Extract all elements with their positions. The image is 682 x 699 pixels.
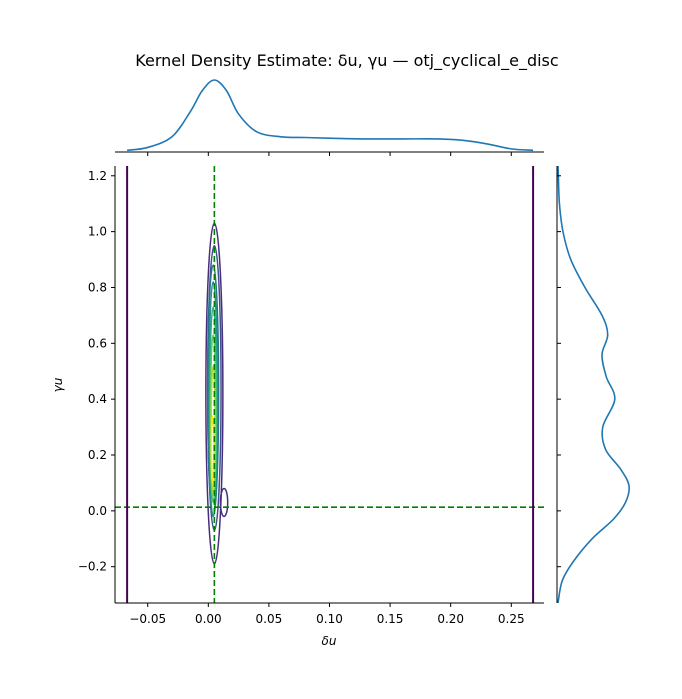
x-tick-label: 0.20 — [437, 612, 464, 626]
y-tick-label: 0.2 — [88, 448, 107, 462]
marginal-x-density-curve — [127, 79, 534, 152]
chart-title: Kernel Density Estimate: δu, γu — otj_cy… — [135, 51, 558, 71]
marginal-y-panel — [556, 165, 630, 604]
reference-lines — [115, 166, 544, 603]
x-tick-label: 0.00 — [195, 612, 222, 626]
y-axis-label: γu — [51, 377, 65, 392]
y-tick-label: 0.8 — [88, 280, 107, 294]
marginal-x-panel — [115, 79, 544, 156]
y-tick-label: −0.2 — [78, 560, 107, 574]
x-tick-label: 0.10 — [316, 612, 343, 626]
y-tick-label: 0.4 — [88, 392, 107, 406]
kde-contour-level-4 — [208, 281, 219, 518]
x-tick-label: 0.15 — [377, 612, 404, 626]
marginal-y-density-curve — [557, 165, 630, 604]
y-tick-label: 1.2 — [88, 169, 107, 183]
y-tick-label: 1.0 — [88, 225, 107, 239]
x-tick-label: 0.25 — [498, 612, 525, 626]
y-axis-ticks: −0.2 0.0 0.2 0.4 0.6 0.8 1.0 1.2 — [78, 169, 115, 574]
y-tick-label: 0.6 — [88, 336, 107, 350]
kde-contour-lobe — [219, 487, 229, 518]
x-axis-ticks: −0.05 0.00 0.05 0.10 0.15 0.20 0.25 — [129, 603, 525, 626]
kde-contour-level-8 — [210, 415, 215, 484]
main-plot-area: −0.05 0.00 0.05 0.10 0.15 0.20 0.25 −0.2 0.0 0.2… — [78, 166, 544, 626]
kde-contours — [205, 222, 229, 565]
x-axis-label: δu — [322, 634, 337, 648]
x-tick-label: 0.05 — [256, 612, 283, 626]
y-tick-label: 0.0 — [88, 504, 107, 518]
x-tick-label: −0.05 — [129, 612, 166, 626]
